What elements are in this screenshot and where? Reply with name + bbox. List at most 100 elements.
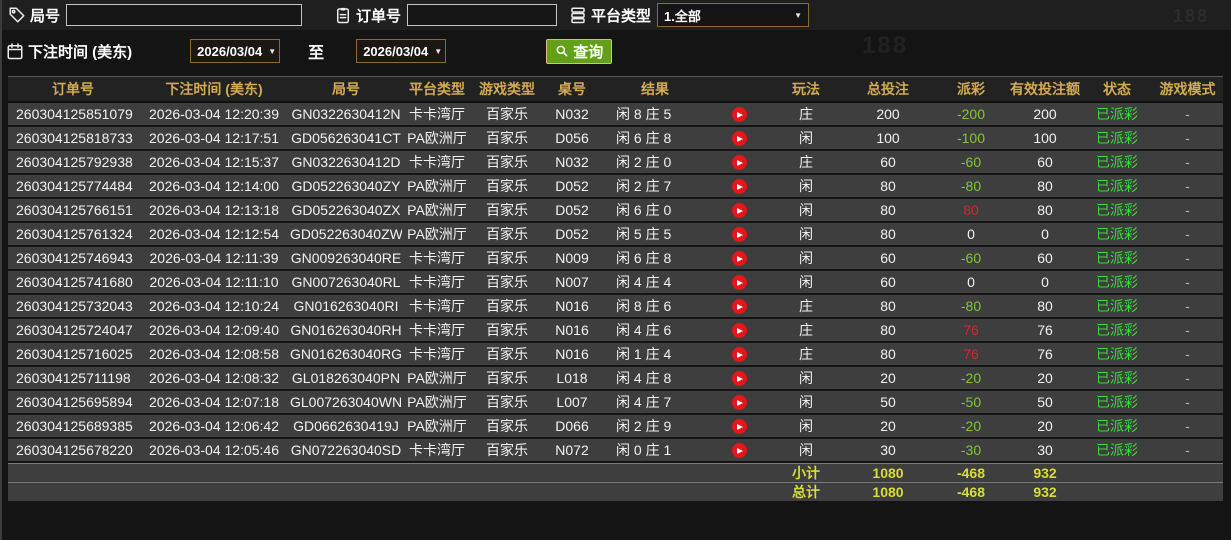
cell-platform: 卡卡湾厅 bbox=[409, 442, 465, 458]
play-icon bbox=[737, 375, 743, 382]
cell-game-mode: - bbox=[1185, 298, 1190, 314]
cell-game-mode: - bbox=[1185, 202, 1190, 218]
cell-game-type: 百家乐 bbox=[486, 442, 528, 458]
cell-round-no: GN072263040SD bbox=[290, 442, 402, 458]
cell-replay bbox=[708, 106, 770, 123]
cell-game-type: 百家乐 bbox=[486, 106, 528, 122]
cell-replay bbox=[708, 370, 770, 387]
round-no-label: 局号 bbox=[30, 7, 61, 25]
order-no-input[interactable] bbox=[407, 4, 558, 26]
cell-replay bbox=[708, 130, 770, 147]
replay-button[interactable] bbox=[731, 251, 747, 267]
cell-bet-time: 2026-03-04 12:20:39 bbox=[149, 106, 279, 122]
cell-bet-time: 2026-03-04 12:17:51 bbox=[149, 130, 279, 146]
replay-button[interactable] bbox=[731, 131, 747, 147]
replay-button[interactable] bbox=[731, 443, 747, 459]
filter-row-bottom: 下注时间 (美东) 2026/03/04 ▼ 至 2026/03/04 ▼ 查询 bbox=[0, 34, 1231, 68]
cell-payout: -200 bbox=[956, 106, 986, 122]
cell-table-no: N072 bbox=[555, 442, 589, 458]
cell-table-no: N009 bbox=[555, 250, 589, 266]
cell-status: 已派彩 bbox=[1096, 130, 1138, 146]
cell-game-mode: - bbox=[1185, 106, 1190, 122]
replay-button[interactable] bbox=[731, 107, 747, 123]
platform-type-label: 平台类型 bbox=[591, 7, 652, 25]
cell-replay bbox=[708, 178, 770, 195]
cell-status: 已派彩 bbox=[1096, 250, 1138, 266]
replay-button[interactable] bbox=[731, 323, 747, 339]
replay-button[interactable] bbox=[731, 347, 747, 363]
cell-table-no: D052 bbox=[555, 226, 589, 242]
cell-total-bet: 60 bbox=[880, 250, 896, 266]
replay-button[interactable] bbox=[731, 371, 747, 387]
cell-payout: -30 bbox=[960, 442, 982, 458]
cell-payout: -60 bbox=[960, 154, 982, 170]
cell-play-type: 庄 bbox=[799, 346, 813, 362]
round-no-input[interactable] bbox=[66, 4, 303, 26]
total-payout-sum: -468 bbox=[956, 465, 986, 481]
cell-valid-bet: 0 bbox=[1041, 226, 1049, 242]
date-to-picker[interactable]: 2026/03/04 ▼ bbox=[356, 39, 447, 63]
search-button[interactable]: 查询 bbox=[546, 38, 613, 64]
order-no-label: 订单号 bbox=[356, 7, 402, 25]
cell-round-no: GN016263040RI bbox=[293, 298, 399, 314]
replay-button[interactable] bbox=[731, 227, 747, 243]
replay-button[interactable] bbox=[731, 299, 747, 315]
cell-play-type: 闲 bbox=[799, 250, 813, 266]
cell-result: 闲 2 庄 7 bbox=[616, 178, 672, 194]
cell-total-bet: 100 bbox=[876, 130, 900, 146]
cell-bet-time: 2026-03-04 12:15:37 bbox=[149, 154, 279, 170]
cell-result: 闲 8 庄 6 bbox=[616, 298, 672, 314]
replay-button[interactable] bbox=[731, 203, 747, 219]
replay-button[interactable] bbox=[731, 275, 747, 291]
cell-status: 已派彩 bbox=[1096, 418, 1138, 434]
cell-result: 闲 4 庄 4 bbox=[616, 274, 672, 290]
cell-bet-time: 2026-03-04 12:09:40 bbox=[149, 322, 279, 338]
play-icon bbox=[737, 159, 743, 166]
search-icon bbox=[556, 45, 568, 57]
cell-result: 闲 2 庄 0 bbox=[616, 154, 672, 170]
table-row: 260304125716025 2026-03-04 12:08:58 GN0162… bbox=[8, 343, 1223, 367]
cell-round-no: GL007263040WN bbox=[290, 394, 402, 410]
play-icon bbox=[737, 303, 743, 310]
replay-button[interactable] bbox=[731, 155, 747, 171]
cell-total-bet: 80 bbox=[880, 346, 896, 362]
cell-total-bet: 60 bbox=[880, 274, 896, 290]
cell-result: 闲 2 庄 9 bbox=[616, 418, 672, 434]
cell-game-type: 百家乐 bbox=[486, 322, 528, 338]
column-header: 游戏类型 bbox=[479, 81, 535, 97]
bet-records-table: 订单号 下注时间 (美东) 局号 平台类型 游戏类型 桌号 结果 玩法 总投注 派彩 有效投注额 状态… bbox=[8, 76, 1223, 501]
cell-payout: -60 bbox=[960, 250, 982, 266]
platform-type-select[interactable]: 1.全部 ▼ bbox=[657, 3, 810, 27]
cell-status: 已派彩 bbox=[1096, 322, 1138, 338]
total-valid-bet-sum: 932 bbox=[1033, 465, 1057, 481]
cell-bet-time: 2026-03-04 12:10:24 bbox=[149, 298, 279, 314]
chevron-down-icon: ▼ bbox=[794, 10, 803, 20]
platform-type-selected-value: 1.全部 bbox=[664, 8, 701, 24]
replay-button[interactable] bbox=[731, 395, 747, 411]
date-from-picker[interactable]: 2026/03/04 ▼ bbox=[190, 39, 281, 63]
cell-valid-bet: 80 bbox=[1037, 178, 1053, 194]
cell-result: 闲 6 庄 0 bbox=[616, 202, 672, 218]
cell-table-no: D052 bbox=[555, 202, 589, 218]
cell-payout: -50 bbox=[960, 394, 982, 410]
cell-bet-time: 2026-03-04 12:11:39 bbox=[149, 250, 279, 266]
cell-bet-time: 2026-03-04 12:07:18 bbox=[149, 394, 279, 410]
date-from-value: 2026/03/04 bbox=[197, 43, 263, 59]
cell-platform: 卡卡湾厅 bbox=[409, 346, 465, 362]
play-icon bbox=[737, 183, 743, 190]
table-row: 260304125774484 2026-03-04 12:14:00 GD0522… bbox=[8, 175, 1223, 199]
cell-game-mode: - bbox=[1185, 370, 1190, 386]
cell-round-no: GN007263040RL bbox=[291, 274, 401, 290]
cell-result: 闲 4 庄 6 bbox=[616, 322, 672, 338]
replay-button[interactable] bbox=[731, 179, 747, 195]
column-header: 玩法 bbox=[792, 81, 820, 97]
column-header: 派彩 bbox=[957, 81, 985, 97]
cell-valid-bet: 60 bbox=[1037, 154, 1053, 170]
cell-status: 已派彩 bbox=[1096, 178, 1138, 194]
total-payout-sum: -468 bbox=[956, 484, 986, 500]
table-row: 260304125746943 2026-03-04 12:11:39 GN0092… bbox=[8, 247, 1223, 271]
replay-button[interactable] bbox=[731, 419, 747, 435]
cell-round-no: GL018263040PN bbox=[291, 370, 401, 386]
cell-play-type: 闲 bbox=[799, 418, 813, 434]
table-row: 260304125741680 2026-03-04 12:11:10 GN0072… bbox=[8, 271, 1223, 295]
